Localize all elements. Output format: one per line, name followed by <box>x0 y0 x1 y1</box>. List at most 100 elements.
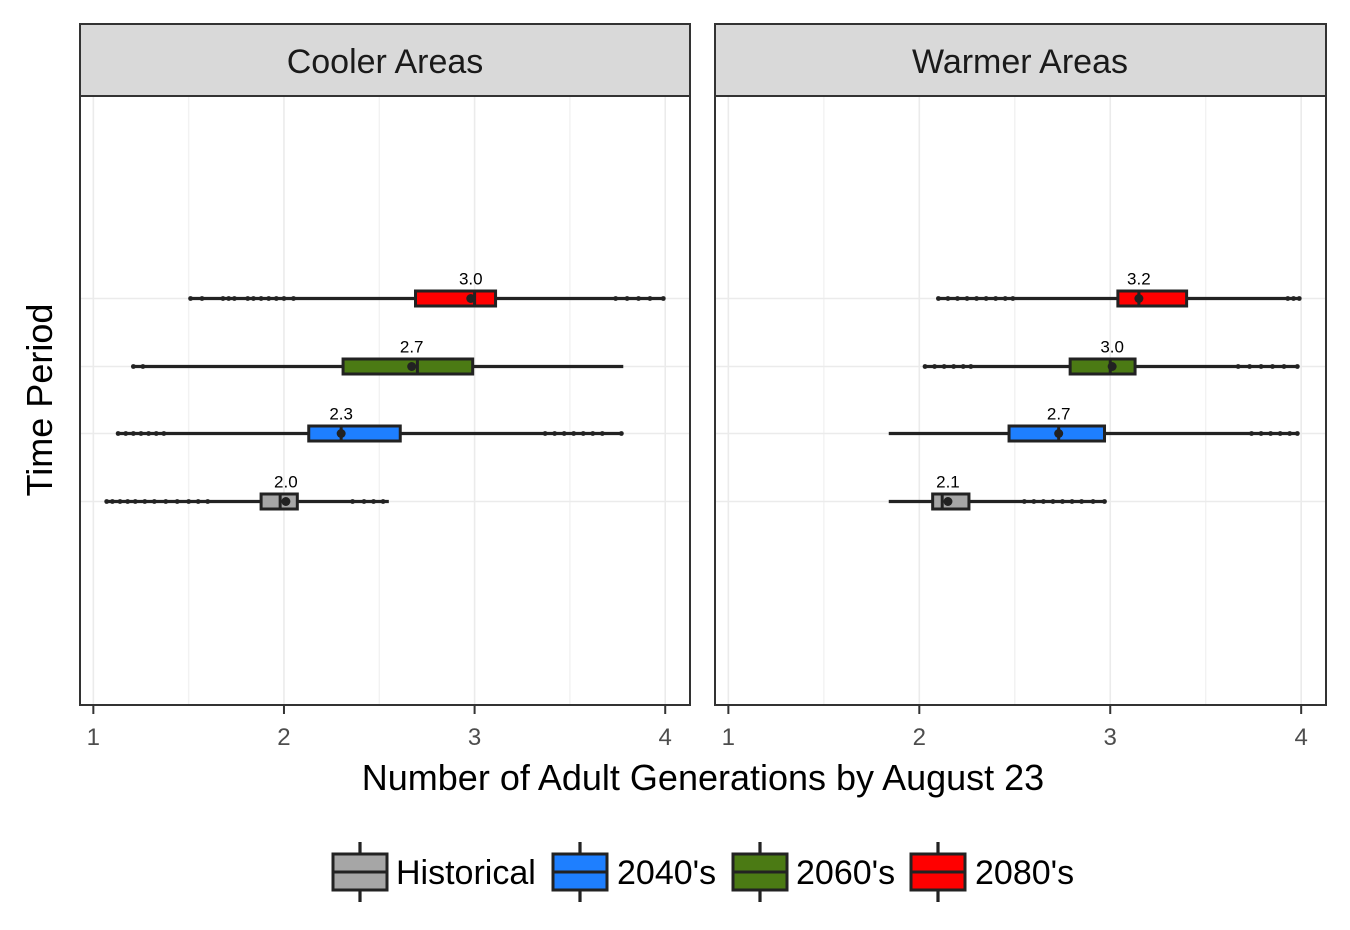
outlier-point <box>624 296 630 301</box>
outlier-point <box>110 499 115 504</box>
outlier-point <box>922 364 928 369</box>
strip-title-warmer: Warmer Areas <box>912 43 1128 81</box>
plot-border-cooler <box>79 95 691 706</box>
strip-title-cooler: Cooler Areas <box>287 43 484 81</box>
legend-item-2060-s: 2060's <box>731 842 895 902</box>
outlier-point <box>1258 431 1264 436</box>
outlier-point <box>140 364 146 369</box>
outlier-point <box>205 499 211 504</box>
legend-label: 2040's <box>617 854 716 892</box>
outlier-point <box>1102 499 1107 504</box>
outlier-point <box>1010 296 1016 301</box>
outlier-point <box>1247 364 1253 369</box>
box-2060-s-warmer-areas: 3.0 <box>922 338 1300 376</box>
x-tick-label: 3 <box>468 724 481 751</box>
outlier-point <box>1287 431 1293 436</box>
x-tick-label: 2 <box>277 724 290 751</box>
outlier-point <box>130 364 136 369</box>
outlier-point <box>571 431 577 436</box>
outlier-point <box>590 431 596 436</box>
outlier-point <box>647 296 653 301</box>
x-tick-label: 3 <box>1104 724 1117 751</box>
box-2060-s-cooler-areas: 2.7 <box>130 338 624 376</box>
outlier-point <box>561 431 567 436</box>
outlier-point <box>955 296 960 301</box>
outlier-point <box>1060 499 1065 504</box>
outlier-point <box>174 499 180 504</box>
box-2080-s-cooler-areas: 3.0 <box>188 270 666 308</box>
outlier-point <box>941 364 947 369</box>
outlier-point <box>968 364 974 369</box>
outlier-point <box>945 296 951 301</box>
mean-point <box>281 497 291 506</box>
mean-value-label: 2.7 <box>400 338 424 357</box>
outlier-point <box>580 431 586 436</box>
x-ticks-cooler: 1 2 3 4 <box>87 705 672 751</box>
strip-background-warmer <box>714 23 1327 97</box>
outlier-point <box>291 296 296 301</box>
outlier-point <box>1277 431 1283 436</box>
iqr-box <box>414 289 498 308</box>
outlier-point <box>123 431 129 436</box>
iqr-box <box>1068 357 1137 376</box>
outlier-point <box>161 431 167 436</box>
mean-value-label: 2.1 <box>936 473 960 492</box>
outlier-point <box>599 431 605 436</box>
outlier-point <box>1270 364 1275 369</box>
outlier-point <box>1050 499 1056 504</box>
outlier-point <box>964 296 970 301</box>
outlier-point <box>960 364 966 369</box>
outlier-point <box>251 296 256 301</box>
mean-value-label: 3.0 <box>459 270 483 289</box>
outlier-point <box>226 296 232 301</box>
panel-warmer-areas: Warmer Areas 2.1 2.7 3.0 3.2 1 2 3 4 <box>714 23 1327 751</box>
box-layer-warmer: 2.1 2.7 3.0 3.2 <box>888 270 1302 511</box>
mean-value-label: 3.2 <box>1127 270 1151 289</box>
outlier-point <box>951 364 957 369</box>
outlier-point <box>220 296 226 301</box>
mean-value-label: 2.7 <box>1047 405 1071 424</box>
legend-item-historical: Historical <box>331 842 536 902</box>
outlier-point <box>195 499 201 504</box>
mean-point <box>1134 294 1144 303</box>
legend-item-2080-s: 2080's <box>909 842 1074 902</box>
box-2040-s-cooler-areas: 2.3 <box>115 405 624 443</box>
outlier-point <box>1268 431 1274 436</box>
outlier-point <box>273 296 279 301</box>
outlier-point <box>993 296 999 301</box>
outlier-point <box>636 296 641 301</box>
outlier-point <box>142 499 148 504</box>
mean-point <box>407 362 417 371</box>
outlier-point <box>660 296 666 301</box>
x-tick-label: 4 <box>659 724 672 751</box>
mean-value-label: 2.0 <box>274 473 298 492</box>
outlier-point <box>361 499 367 504</box>
outlier-point <box>163 499 169 504</box>
grid-lines-cooler <box>80 96 690 705</box>
iqr-box <box>1116 289 1189 308</box>
outlier-point <box>350 499 355 504</box>
x-tick-label: 1 <box>722 724 735 751</box>
outlier-point <box>266 296 272 301</box>
box-layer-cooler: 2.0 2.3 2.7 3.0 <box>104 270 666 511</box>
outlier-point <box>1041 499 1046 504</box>
x-axis-title: Number of Adult Generations by August 23 <box>362 757 1044 798</box>
mean-point <box>943 497 953 506</box>
mean-value-label: 3.0 <box>1100 338 1124 357</box>
box-2080-s-warmer-areas: 3.2 <box>935 270 1302 308</box>
outlier-point <box>1296 296 1302 301</box>
mean-value-label: 2.3 <box>329 405 353 424</box>
outlier-point <box>281 296 287 301</box>
outlier-point <box>199 296 205 301</box>
outlier-point <box>552 431 558 436</box>
outlier-point <box>932 364 937 369</box>
mean-point <box>336 429 346 438</box>
legend-label: Historical <box>396 854 536 892</box>
outlier-point <box>1069 499 1075 504</box>
legend-label: 2080's <box>975 854 1074 892</box>
box-historical-cooler-areas: 2.0 <box>104 473 389 511</box>
outlier-point <box>1235 364 1241 369</box>
outlier-point <box>117 499 123 504</box>
outlier-point <box>974 296 979 301</box>
